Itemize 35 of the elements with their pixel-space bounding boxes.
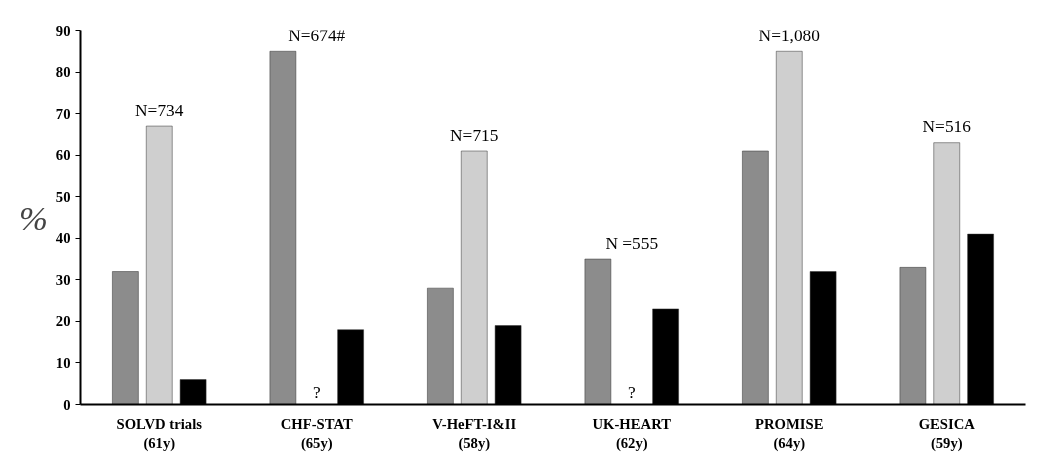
bar [112, 271, 139, 405]
bar [899, 267, 927, 405]
annotation: N=674# [288, 26, 346, 46]
bar [427, 287, 454, 405]
y-axis-title: % [18, 198, 48, 237]
y-tick-label: 50 [55, 188, 71, 205]
bar [584, 258, 612, 405]
annotation: N=715 [450, 125, 499, 145]
x-tick-label: V-HeFT-I&II (58y) [432, 415, 517, 452]
bar [742, 150, 769, 405]
y-tick-label: 30 [55, 271, 71, 288]
annotation: N=516 [922, 117, 972, 137]
bar [461, 150, 488, 405]
bar [146, 125, 173, 405]
y-tick-label: 10 [55, 354, 71, 371]
x-tick-label: GESICA (59y) [918, 415, 976, 452]
y-tick-label: 90 [55, 22, 71, 39]
x-tick-label: PROMISE (64y) [755, 415, 824, 452]
bar [269, 51, 297, 405]
y-tick-label: 80 [55, 64, 71, 81]
y-tick-label: 40 [55, 230, 71, 247]
annotation: ? [312, 383, 321, 403]
y-tick-label: 70 [55, 105, 71, 122]
annotation: N=734 [135, 100, 184, 120]
y-tick-label: 60 [55, 147, 71, 164]
annotation: N =555 [605, 233, 659, 253]
y-tick-label: 0 [63, 396, 71, 413]
bar [933, 142, 960, 405]
x-tick-label: UK-HEART (62y) [592, 415, 672, 452]
annotation: ? [627, 383, 636, 403]
annotation: N=1,080 [758, 26, 820, 46]
bar [776, 51, 803, 405]
x-tick-label: CHF-STAT (65y) [280, 415, 353, 452]
x-tick-label: SOLVD trials (61y) [116, 415, 203, 452]
y-tick-label: 20 [55, 313, 71, 330]
